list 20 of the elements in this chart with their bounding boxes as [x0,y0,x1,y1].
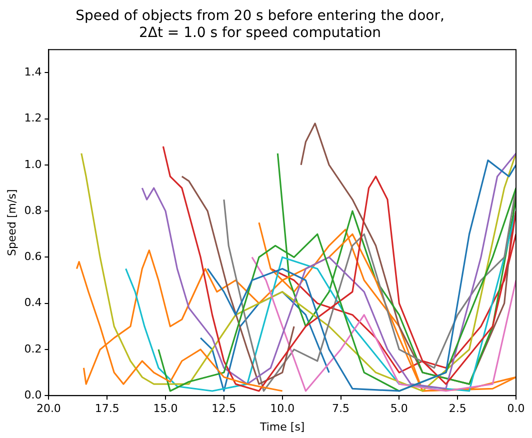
x-tick-label: 2.5 [448,402,466,416]
y-tick-label: 0.0 [24,388,42,402]
x-tick-label: 10.0 [270,402,295,416]
x-tick-label: 12.5 [212,402,236,416]
y-tick-label: 0.6 [24,250,42,264]
y-tick-label: 1.2 [24,112,42,125]
x-tick-label: 0.0 [507,402,525,416]
x-tick-label: 7.5 [332,402,350,416]
x-tick-label: 15.0 [153,402,178,416]
y-tick-label: 0.2 [24,342,42,356]
y-tick-label: 0.8 [24,204,42,217]
chart-title: Speed of objects from 20 s before entering the door, 2Δt = 1.0 s for speed computation [76,8,444,41]
y-tick-label: 1.4 [24,66,42,79]
y-tick-label: 1.0 [24,158,42,171]
x-tick-label: 5.0 [390,402,408,416]
x-axis-title: Time [s] [258,420,305,434]
y-tick-label: 0.4 [24,296,42,310]
x-tick-label: 20.0 [36,402,61,416]
x-tick-label: 17.5 [94,402,120,416]
y-axis-title: Speed [m/s] [5,189,18,256]
